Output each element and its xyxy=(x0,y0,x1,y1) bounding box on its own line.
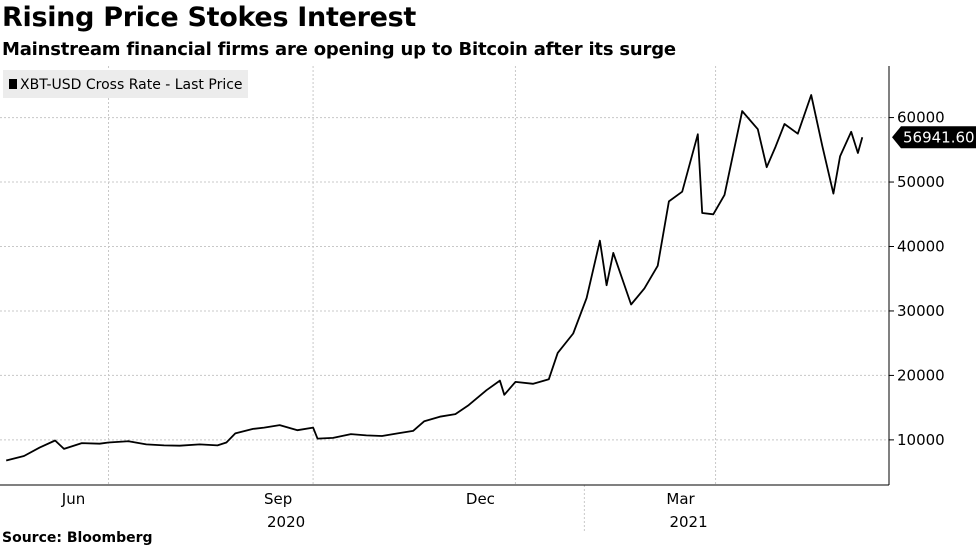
last-value-label: 56941.60 xyxy=(892,126,976,149)
y-tick-label: 50000 xyxy=(897,173,945,191)
legend-swatch xyxy=(9,79,17,89)
x-tick-label: Mar xyxy=(666,490,695,508)
y-tick-label: 10000 xyxy=(897,431,945,449)
last-value-badge xyxy=(892,126,976,149)
year-label: 2021 xyxy=(669,513,707,531)
last-value-text: 56941.60 xyxy=(903,128,975,146)
x-tick-label: Sep xyxy=(264,490,292,508)
y-tick-label: 40000 xyxy=(897,237,945,255)
y-tick-label: 60000 xyxy=(897,109,945,127)
series-line-layer xyxy=(5,94,864,462)
x-tick-label: Dec xyxy=(466,490,495,508)
price-series-line xyxy=(5,94,864,462)
chart-subtitle: Mainstream financial firms are opening u… xyxy=(2,39,676,60)
legend-entry: XBT-USD Cross Rate - Last Price xyxy=(20,77,243,93)
axes: 10000 20000 30000 40000 50000 60000 Jun Sep Dec M… xyxy=(0,66,945,533)
legend-background xyxy=(3,70,248,98)
legend: XBT-USD Cross Rate - Last Price xyxy=(3,70,248,98)
source-note: Source: Bloomberg xyxy=(2,530,153,546)
y-tick-label: 30000 xyxy=(897,302,945,320)
grid xyxy=(0,66,889,485)
year-label: 2020 xyxy=(267,513,305,531)
x-tick-label: Jun xyxy=(61,490,85,508)
chart-title: Rising Price Stokes Interest xyxy=(2,2,417,33)
y-tick-label: 20000 xyxy=(897,366,945,384)
